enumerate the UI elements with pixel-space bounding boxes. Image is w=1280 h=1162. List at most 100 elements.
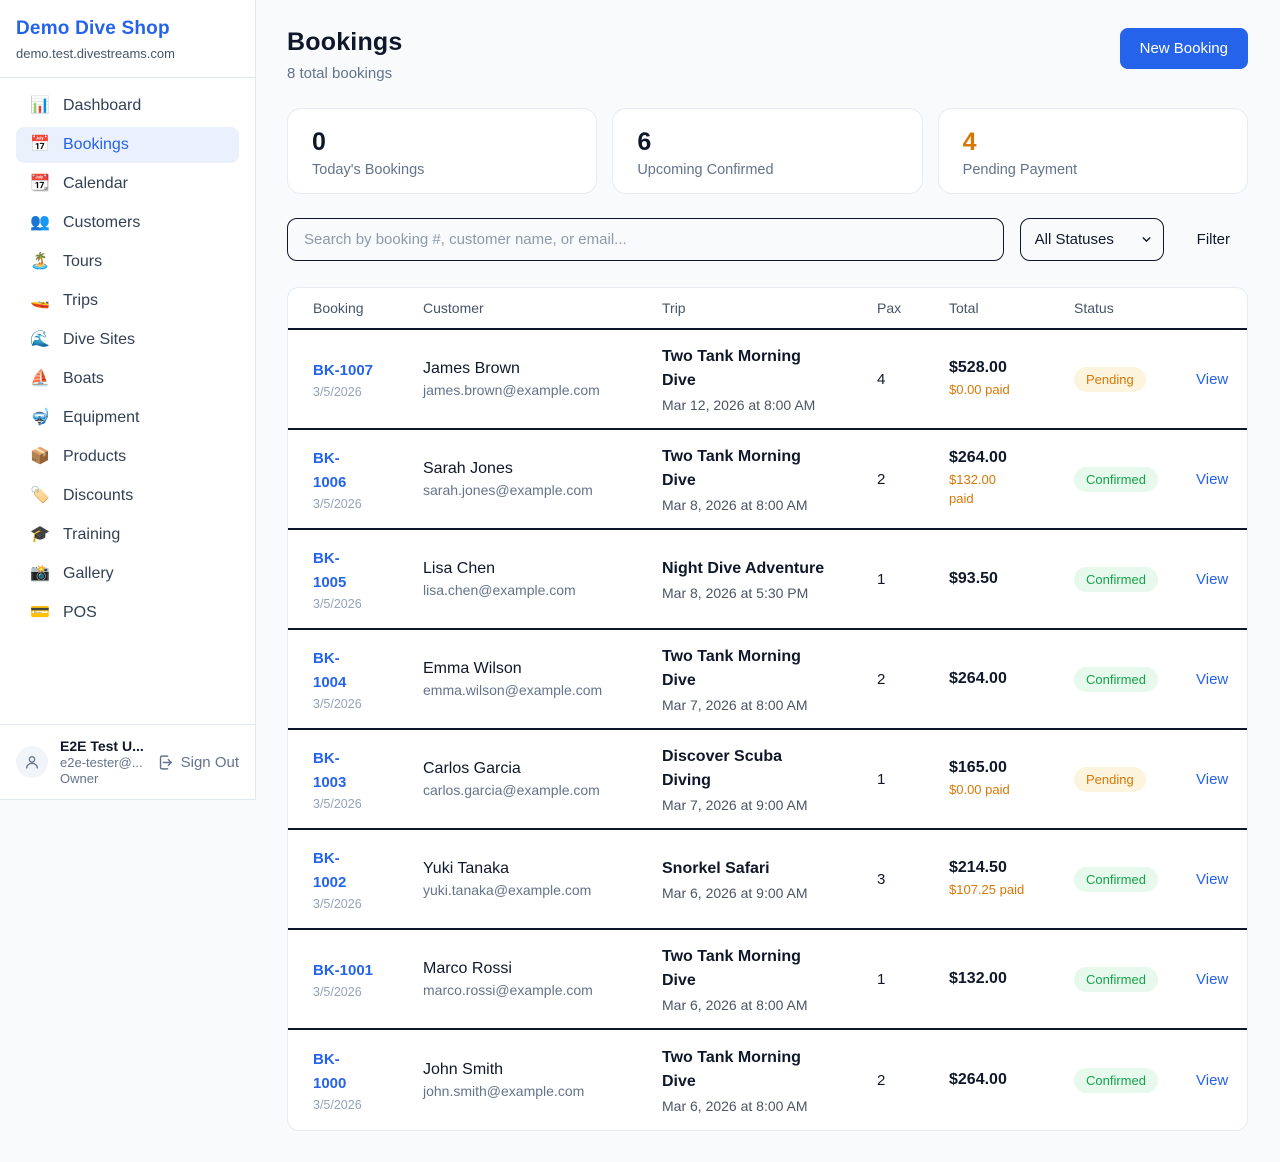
- tours-icon: 🏝️: [30, 253, 50, 270]
- booking-date: 3/5/2026: [313, 385, 362, 400]
- booking-cell: BK- 1005 3/5/2026: [313, 547, 423, 611]
- sign-out-button[interactable]: Sign Out: [157, 754, 239, 771]
- trip-datetime: Mar 6, 2026 at 8:00 AM: [662, 997, 808, 1013]
- column-header-pax: Pax: [877, 300, 902, 316]
- pos-icon: 💳: [30, 604, 50, 621]
- sidebar-item-products[interactable]: 📦 Products: [16, 439, 239, 475]
- trip-name: Two Tank Morning Dive: [662, 948, 801, 989]
- stat-value: 6: [637, 128, 652, 156]
- sidebar-item-label: Trips: [63, 292, 98, 309]
- new-booking-button[interactable]: New Booking: [1119, 28, 1248, 69]
- sidebar-item-discounts[interactable]: 🏷️ Discounts: [16, 478, 239, 514]
- main-content: Bookings 8 total bookings New Booking 0 …: [256, 0, 1280, 1131]
- booking-date: 3/5/2026: [313, 696, 362, 711]
- status-cell: Confirmed: [1074, 666, 1196, 692]
- trip-name: Snorkel Safari: [662, 860, 770, 877]
- total-cell: $264.00: [949, 670, 1074, 688]
- view-link[interactable]: View: [1196, 470, 1229, 488]
- view-link[interactable]: View: [1196, 670, 1229, 688]
- status-cell: Confirmed: [1074, 1067, 1196, 1093]
- boats-icon: ⛵: [30, 370, 50, 387]
- sidebar-item-dashboard[interactable]: 📊 Dashboard: [16, 88, 239, 124]
- sidebar-item-calendar[interactable]: 📆 Calendar: [16, 166, 239, 202]
- sidebar-item-label: POS: [63, 604, 97, 621]
- view-link[interactable]: View: [1196, 1071, 1229, 1089]
- sidebar-item-dive-sites[interactable]: 🌊 Dive Sites: [16, 322, 239, 358]
- sidebar-item-equipment[interactable]: 🤿 Equipment: [16, 400, 239, 436]
- customer-name: James Brown: [423, 360, 520, 377]
- trip-datetime: Mar 7, 2026 at 9:00 AM: [662, 797, 808, 813]
- pax-count: 2: [877, 470, 886, 488]
- sidebar-item-label: Equipment: [63, 409, 140, 426]
- sidebar-item-boats[interactable]: ⛵ Boats: [16, 361, 239, 397]
- booking-id-link[interactable]: BK- 1000: [313, 1051, 347, 1092]
- total-cell: $264.00: [949, 1071, 1074, 1089]
- status-badge: Confirmed: [1074, 1067, 1158, 1093]
- customer-cell: James Brown james.brown@example.com: [423, 360, 662, 398]
- total-cell: $264.00 $132.00 paid: [949, 449, 1074, 509]
- sidebar-item-gallery[interactable]: 📸 Gallery: [16, 556, 239, 592]
- table-header-row: Booking Customer Trip Pax Total Status: [288, 288, 1247, 330]
- booking-date: 3/5/2026: [313, 596, 362, 611]
- status-filter-select[interactable]: All Statuses: [1019, 218, 1164, 261]
- column-header-status: Status: [1074, 300, 1114, 316]
- sidebar-item-label: Discounts: [63, 487, 134, 504]
- booking-id-link[interactable]: BK- 1005: [313, 550, 347, 591]
- customer-cell: Emma Wilson emma.wilson@example.com: [423, 660, 662, 698]
- trip-name: Two Tank Morning Dive: [662, 1049, 801, 1090]
- pax-count: 4: [877, 370, 886, 388]
- sidebar-item-tours[interactable]: 🏝️ Tours: [16, 244, 239, 280]
- sidebar-item-customers[interactable]: 👥 Customers: [16, 205, 239, 241]
- stat-card: 0 Today's Bookings: [287, 108, 598, 194]
- table-row: BK- 1003 3/5/2026 Carlos Garcia carlos.g…: [288, 730, 1247, 830]
- booking-id-link[interactable]: BK- 1003: [313, 750, 347, 791]
- sidebar-item-bookings[interactable]: 📅 Bookings: [16, 127, 239, 163]
- booking-id-link[interactable]: BK-1001: [313, 961, 374, 979]
- customer-email: john.smith@example.com: [423, 1083, 585, 1099]
- sidebar-item-label: Dive Sites: [63, 331, 136, 348]
- paid-amount: $0.00 paid: [949, 781, 1010, 797]
- search-input[interactable]: [287, 218, 1004, 261]
- sidebar-item-trips[interactable]: 🚤 Trips: [16, 283, 239, 319]
- customer-cell: Carlos Garcia carlos.garcia@example.com: [423, 760, 662, 798]
- booking-id-link[interactable]: BK-1007: [313, 361, 374, 379]
- booking-id-link[interactable]: BK- 1002: [313, 850, 347, 891]
- customer-name: Yuki Tanaka: [423, 860, 509, 877]
- user-role: Owner: [60, 771, 99, 786]
- customer-name: Sarah Jones: [423, 460, 513, 477]
- booking-id-link[interactable]: BK- 1004: [313, 650, 347, 691]
- customer-name: John Smith: [423, 1061, 504, 1078]
- total-amount: $132.00: [949, 970, 1007, 987]
- stat-label: Upcoming Confirmed: [637, 162, 774, 178]
- column-header-customer: Customer: [423, 300, 484, 316]
- status-badge: Confirmed: [1074, 966, 1158, 992]
- booking-date: 3/5/2026: [313, 496, 362, 511]
- booking-date: 3/5/2026: [313, 796, 362, 811]
- sidebar-item-label: Tours: [63, 253, 103, 270]
- status-badge: Confirmed: [1074, 466, 1158, 492]
- trip-datetime: Mar 7, 2026 at 8:00 AM: [662, 697, 808, 713]
- pax-count: 1: [877, 770, 886, 788]
- products-icon: 📦: [30, 448, 50, 465]
- trip-datetime: Mar 12, 2026 at 8:00 AM: [662, 397, 816, 413]
- user-email: e2e-tester@...: [60, 755, 143, 770]
- view-link[interactable]: View: [1196, 870, 1229, 888]
- view-link[interactable]: View: [1196, 570, 1229, 588]
- customer-cell: Marco Rossi marco.rossi@example.com: [423, 960, 662, 998]
- view-link[interactable]: View: [1196, 770, 1229, 788]
- shop-domain: demo.test.divestreams.com: [16, 46, 175, 61]
- total-cell: $165.00 $0.00 paid: [949, 759, 1074, 800]
- dashboard-icon: 📊: [30, 97, 50, 114]
- sidebar-item-pos[interactable]: 💳 POS: [16, 595, 239, 631]
- filter-button[interactable]: Filter: [1196, 231, 1230, 248]
- status-cell: Pending: [1074, 366, 1196, 392]
- booking-date: 3/5/2026: [313, 896, 362, 911]
- trip-name: Two Tank Morning Dive: [662, 448, 801, 489]
- view-link[interactable]: View: [1196, 370, 1229, 388]
- booking-cell: BK- 1000 3/5/2026: [313, 1048, 423, 1112]
- page-title: Bookings: [287, 28, 403, 56]
- booking-id-link[interactable]: BK- 1006: [313, 450, 347, 491]
- status-cell: Confirmed: [1074, 966, 1196, 992]
- sidebar-item-training[interactable]: 🎓 Training: [16, 517, 239, 553]
- view-link[interactable]: View: [1196, 970, 1229, 988]
